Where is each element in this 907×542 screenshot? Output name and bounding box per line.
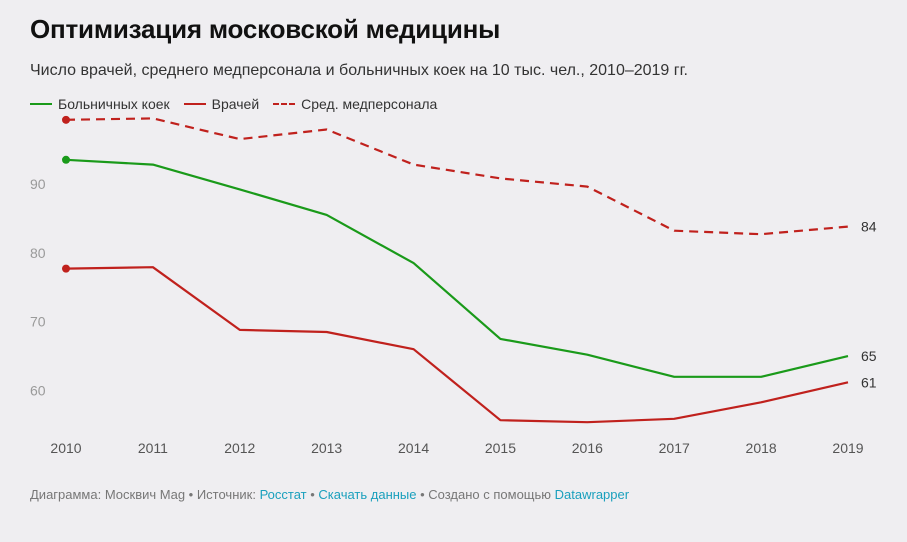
x-tick-label-2013: 2013 <box>311 440 342 456</box>
y-tick-label-60: 60 <box>30 383 46 399</box>
source-link[interactable]: Росстат <box>259 487 307 502</box>
end-label-beds: 65 <box>861 348 877 364</box>
footer-prefix: Диаграмма: Москвич Mag • Источник: <box>30 487 260 502</box>
legend-item-beds: Больничных коек <box>30 96 170 112</box>
end-label-nurses: 84 <box>861 219 877 235</box>
chart-subtitle: Число врачей, среднего медперсонала и бо… <box>30 62 688 79</box>
x-tick-label-2016: 2016 <box>572 440 603 456</box>
legend-swatch-nurses <box>273 103 296 105</box>
y-tick-label-70: 70 <box>30 314 46 330</box>
series-start-point-nurses <box>62 115 70 124</box>
end-labels: 65 61 84 <box>861 219 877 391</box>
series-start-point-beds <box>62 155 70 164</box>
legend-swatch-doctors <box>183 103 206 105</box>
legend-item-nurses: Сред. медперсонала <box>273 96 437 112</box>
legend-label-doctors: Врачей <box>211 96 260 112</box>
x-tick-label-2014: 2014 <box>398 440 429 456</box>
download-data-link[interactable]: Скачать данные <box>318 487 417 502</box>
x-tick-label-2011: 2011 <box>138 440 168 456</box>
x-tick-label-2010: 2010 <box>50 440 81 456</box>
footer-separator: • <box>306 487 319 502</box>
x-tick-label-2018: 2018 <box>746 440 777 456</box>
chart-title: Оптимизация московской медицины <box>30 14 501 44</box>
x-tick-label-2015: 2015 <box>485 440 516 456</box>
legend-swatch-beds <box>30 103 52 105</box>
legend-label-beds: Больничных коек <box>58 96 170 112</box>
x-tick-label-2019: 2019 <box>832 440 863 456</box>
y-tick-label-90: 90 <box>30 176 46 192</box>
datawrapper-link[interactable]: Datawrapper <box>554 487 630 502</box>
y-tick-label-80: 80 <box>30 245 46 261</box>
y-axis: 60 70 80 90 <box>30 176 46 399</box>
series-start-point-doctors <box>62 264 70 273</box>
footer: Диаграмма: Москвич Mag • Источник: Росст… <box>30 487 629 502</box>
series-line-doctors <box>65 266 849 424</box>
legend: Больничных коек Врачей Сред. медперсонал… <box>30 96 451 112</box>
end-label-doctors: 61 <box>861 374 877 390</box>
series-group <box>62 115 849 424</box>
x-tick-label-2017: 2017 <box>659 440 690 456</box>
footer-middle: • Создано с помощью <box>416 487 555 502</box>
series-line-beds <box>65 158 849 378</box>
legend-label-nurses: Сред. медперсонала <box>301 96 438 112</box>
series-line-nurses <box>65 117 849 236</box>
x-tick-label-2012: 2012 <box>224 440 255 456</box>
x-axis: 2010 2011 2012 2013 2014 2015 2016 2017 2018 2019 <box>50 440 863 456</box>
legend-item-doctors: Врачей <box>183 96 260 112</box>
